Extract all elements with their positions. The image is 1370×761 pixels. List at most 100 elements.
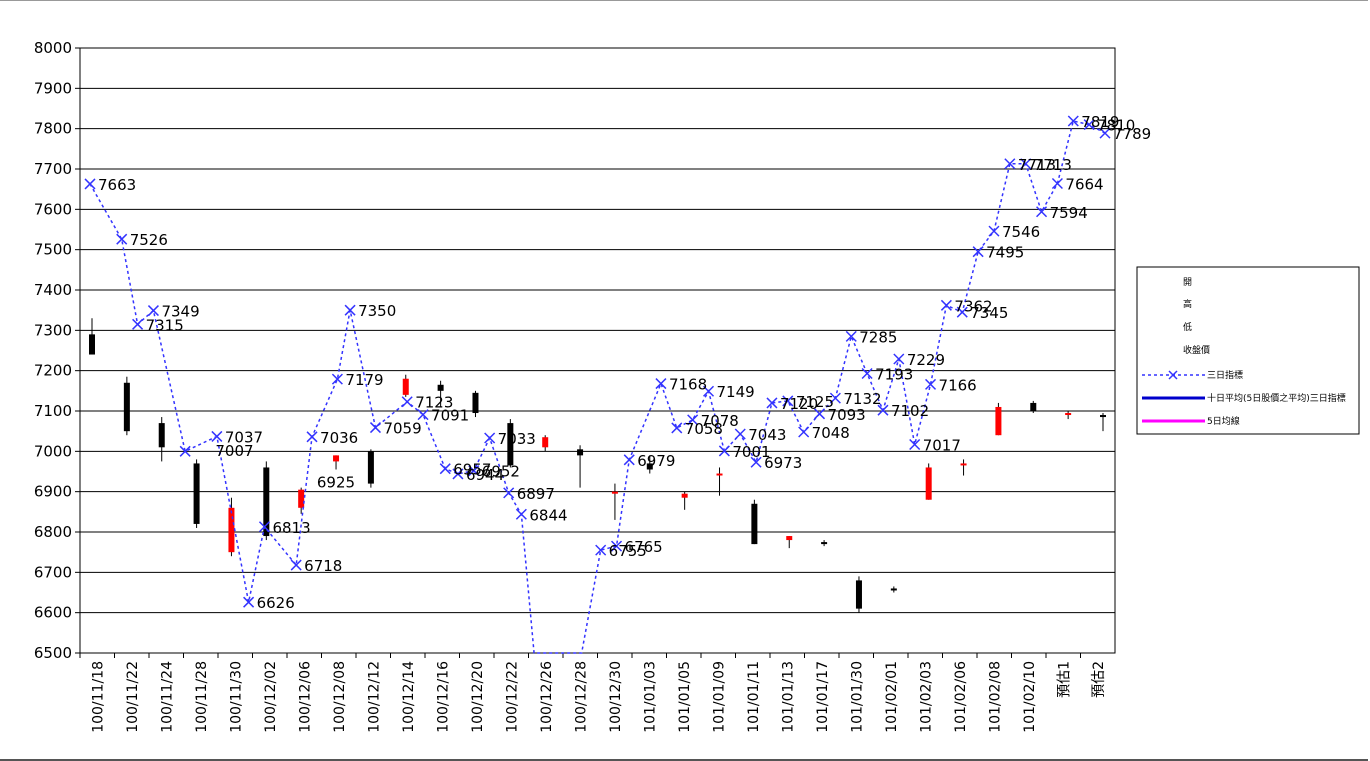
data-label: 6944 [466,466,504,484]
y-tick-label: 6900 [34,483,72,501]
x-tick-label: 101/01/13 [780,661,796,733]
data-label: 7345 [970,304,1008,322]
data-label: 6844 [529,506,567,524]
x-tick-label: 100/11/30 [228,661,244,733]
series-index3-marker [940,299,952,311]
legend-label: 低 [1183,321,1192,333]
y-tick-label: 6700 [34,563,72,581]
legend-label: 5日均線 [1207,415,1240,427]
data-label: 7059 [383,420,421,438]
data-label: 7007 [215,442,253,460]
series-index3-marker [369,422,381,434]
candle-body [786,536,793,541]
data-label: 6897 [517,485,555,503]
series-index3-marker [1004,158,1016,170]
data-label: 7168 [669,376,707,394]
y-tick-label: 7700 [34,160,72,178]
series-index3-marker [925,378,937,390]
series-index3-marker [718,445,730,457]
data-label: 7229 [907,351,945,369]
legend-label: 收盤價 [1183,344,1210,356]
series-index3-marker [798,426,810,438]
candle-body [855,580,862,609]
data-label: 7123 [415,394,453,412]
series-index3-marker [687,414,699,426]
candle-body [925,467,932,500]
x-tick-label: 101/02/08 [987,661,1003,733]
x-tick-label: 100/12/08 [332,661,348,733]
series-index3-marker [750,456,762,468]
x-tick-label: 101/01/05 [677,661,693,733]
x-tick-label: 100/12/12 [366,661,382,733]
data-label: 6957 [453,461,491,479]
data-label: 6755 [609,542,647,560]
data-label: 6765 [625,538,663,556]
candle-body [890,588,897,591]
series-index3-marker [782,395,794,407]
candle-body [1030,402,1037,411]
series-index3-marker [909,438,921,451]
series-index3-marker [417,409,429,421]
data-label: 7526 [130,231,168,249]
series-index3-marker [655,378,667,390]
series-index3-marker [1067,115,1079,127]
series-index3-marker [331,373,343,385]
data-label: 6925 [317,474,355,492]
candle-body [472,392,479,414]
data-label: 7166 [939,376,977,394]
series-index3-marker [401,396,413,408]
y-tick-label: 7000 [34,442,72,460]
data-label: 7048 [812,424,850,442]
x-tick-label: 101/01/03 [642,661,658,733]
series-index3-marker [84,178,96,190]
series-index3-marker [814,408,826,420]
data-label: 6952 [482,463,520,481]
series-index3-marker [671,422,683,434]
series-index3-marker [845,330,857,342]
x-tick-label: 101/01/17 [815,661,831,733]
candle-body [646,463,653,470]
data-label: 7810 [1097,117,1135,135]
series-index3-marker [179,445,191,457]
data-label: 7349 [161,303,199,321]
x-tick-label: 100/12/26 [539,661,555,733]
candle-body [298,489,305,508]
plot-area [79,47,1116,654]
data-label: 7362 [954,297,992,315]
data-label: 7078 [701,412,739,430]
y-tick-label: 7100 [34,402,72,420]
series-index3-marker [503,487,515,499]
data-label: 7091 [431,407,469,425]
legend-label: 三日指標 [1207,369,1243,381]
x-tick-label: 預估2 [1091,661,1107,698]
y-tick-label: 8000 [34,39,72,57]
candle-body [263,467,270,537]
candle-body [751,503,758,545]
legend-label: 開 [1183,277,1192,288]
candle-body [507,423,514,466]
y-tick-label: 7400 [34,281,72,299]
data-label: 7017 [923,436,961,454]
candle-body [158,423,165,448]
data-label: 7546 [1002,223,1040,241]
candle-body [123,382,130,432]
series-index3-marker [956,306,968,318]
candle-body [333,455,340,462]
series-index3-marker [595,544,607,556]
candle-body [1100,415,1106,418]
series-index3-marker [468,465,480,477]
y-tick-label: 7300 [34,321,72,339]
series-index3-marker [702,385,715,397]
data-label: 7193 [875,365,913,383]
data-label: 7664 [1065,176,1103,194]
legend-label: 高 [1183,298,1192,310]
candle-body [716,473,723,476]
y-tick-label: 7500 [34,241,72,259]
candle-body [437,384,444,391]
x-tick-label: 100/11/24 [159,661,175,733]
candle-body [821,542,828,545]
y-tick-label: 7900 [34,79,72,97]
series-index3-marker [116,233,128,245]
